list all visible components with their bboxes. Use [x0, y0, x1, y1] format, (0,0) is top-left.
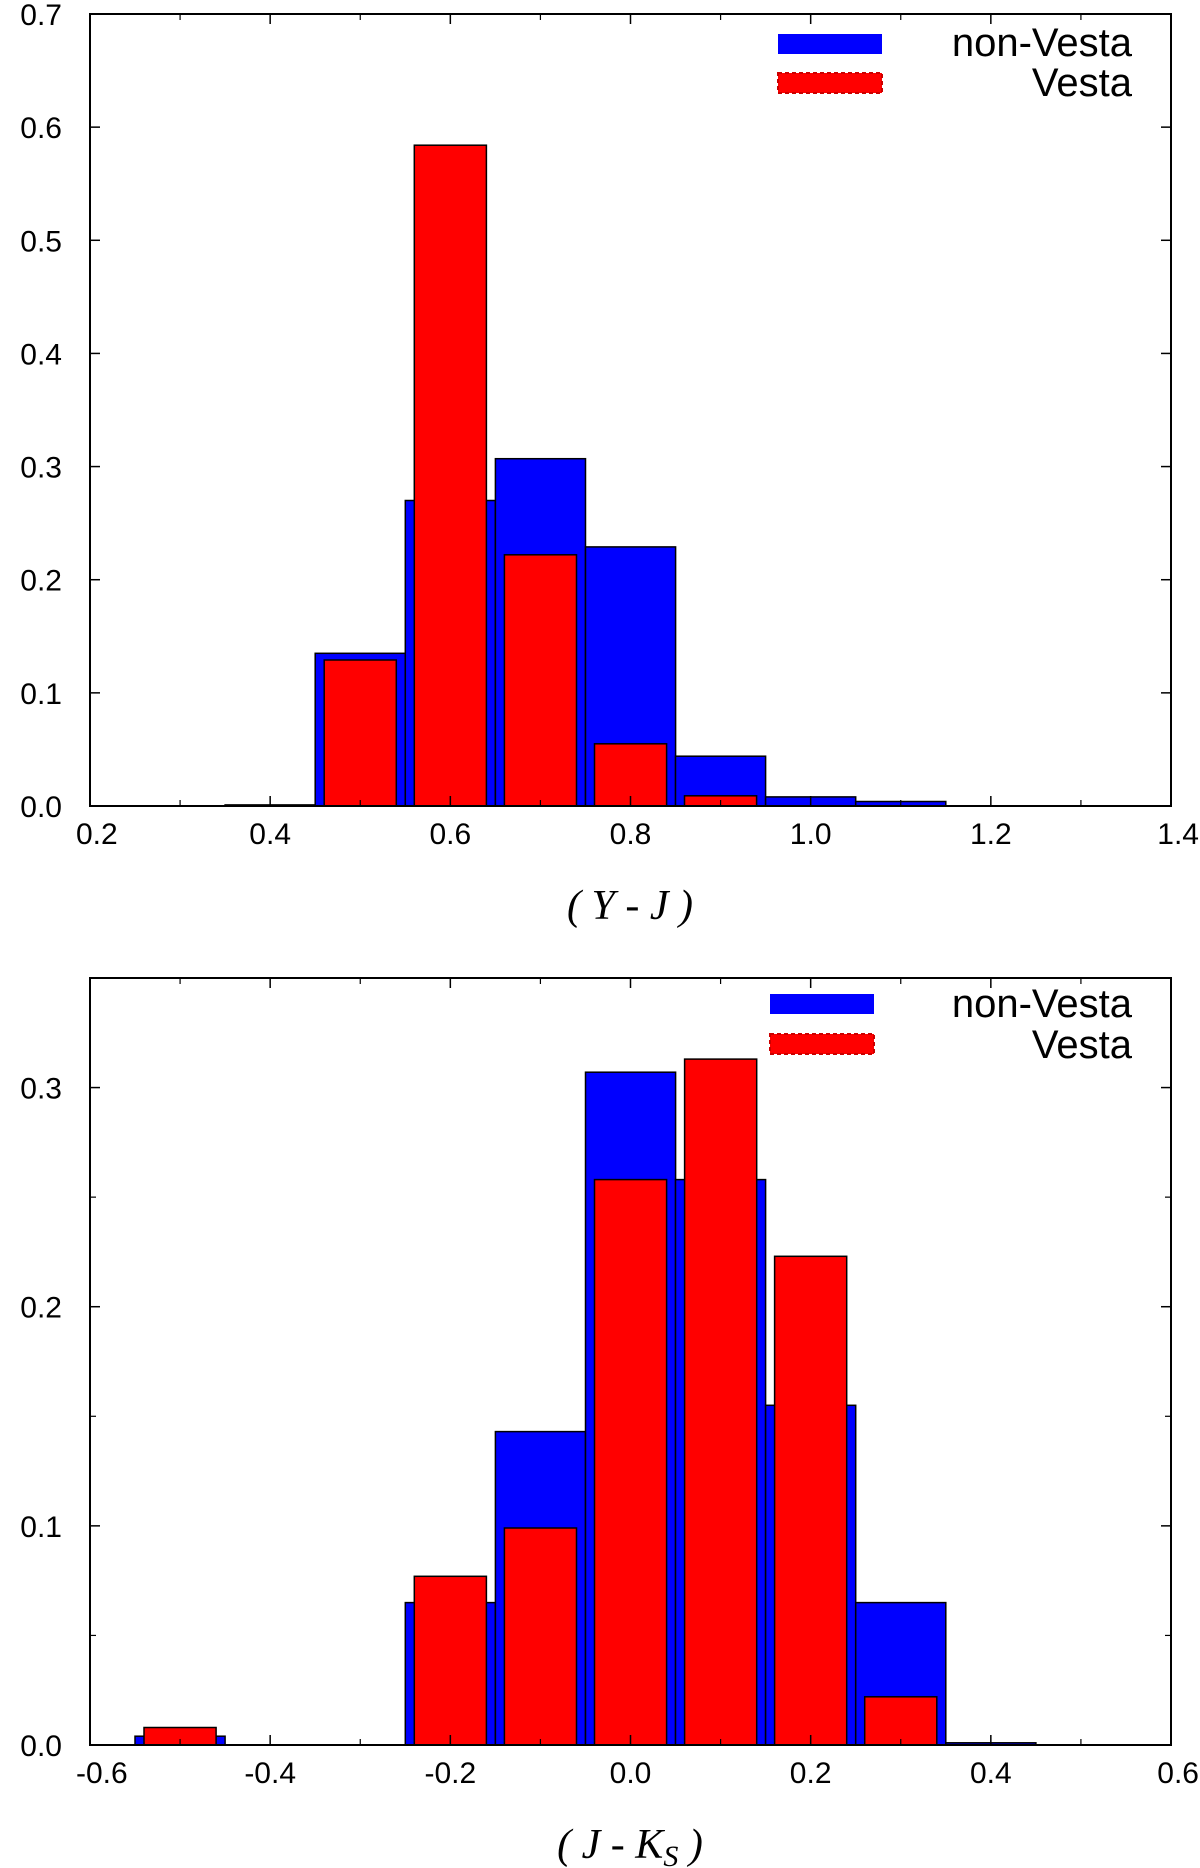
yj-y-tick-label: 0.2 — [20, 565, 62, 598]
jks-legend-swatch-vesta — [769, 1033, 875, 1055]
yj-x-tick-label: 1.4 — [1157, 818, 1199, 851]
jks-x-axis-title: ( J - KS ) — [557, 1822, 703, 1868]
yj-x-tick-label: 0.4 — [249, 818, 291, 851]
jks-x-tick-label: 0.0 — [610, 1757, 652, 1790]
yj-y-tick-label: 0.4 — [20, 338, 62, 371]
yj-y-tick-label: 0.6 — [20, 112, 62, 145]
yj-x-axis-title: ( Y - J ) — [567, 883, 693, 929]
jks-x-axis-title-sub: S — [663, 1840, 678, 1868]
yj-x-tick-label: 0.8 — [610, 818, 652, 851]
yj-bar-vesta — [413, 144, 488, 807]
yj-x-tick-label: 1.2 — [970, 818, 1012, 851]
jks-y-tick-label: 0.3 — [20, 1073, 62, 1106]
yj-legend: non-Vesta Vesta — [777, 21, 1133, 105]
jks-legend-label-non-vesta: non-Vesta — [952, 982, 1133, 1026]
jks-x-axis-title-main: ( J - K — [557, 1822, 665, 1868]
yj-x-tick-label: 0.6 — [429, 818, 471, 851]
jks-legend-label-vesta: Vesta — [1032, 1023, 1133, 1067]
jks-legend-swatch-non-vesta — [770, 994, 874, 1014]
yj-bars — [224, 144, 947, 807]
yj-bar-vesta — [503, 554, 578, 807]
yj-ticks: 0.2 0.4 0.6 0.8 1.0 1.2 1.4 0.0 0.1 0.2 0.3 0.4 0.5 0… — [20, 0, 1199, 851]
jks-y-tick-label: 0.0 — [20, 1730, 62, 1763]
jks-bar-vesta — [593, 1178, 668, 1746]
yj-y-tick-label: 0.5 — [20, 225, 62, 258]
jks-x-tick-label: -0.6 — [76, 1757, 128, 1790]
jks-bars — [134, 1058, 1037, 1746]
jks-x-axis-title-end: ) — [678, 1822, 703, 1868]
jks-legend: non-Vesta Vesta — [769, 982, 1133, 1067]
yj-legend-swatch-vesta — [777, 72, 883, 94]
jks-y-tick-label: 0.1 — [20, 1511, 62, 1544]
jks-x-tick-label: -0.4 — [244, 1757, 296, 1790]
jks-x-tick-label: 0.4 — [970, 1757, 1012, 1790]
jks-x-tick-label: 0.2 — [790, 1757, 832, 1790]
yj-histogram-panel: 0.2 0.4 0.6 0.8 1.0 1.2 1.4 0.0 0.1 0.2 0.3 0.4 0.5 0… — [20, 0, 1199, 929]
jks-histogram-panel: -0.6 -0.4 -0.2 0.0 0.2 0.4 0.6 0.0 0.1 0.2 0.3 non… — [20, 977, 1199, 1868]
yj-bar-vesta — [323, 659, 398, 807]
jks-x-tick-label: 0.6 — [1157, 1757, 1199, 1790]
yj-y-tick-label: 0.0 — [20, 791, 62, 824]
yj-y-tick-label: 0.7 — [20, 0, 62, 32]
yj-x-tick-label: 1.0 — [790, 818, 832, 851]
jks-bar-vesta — [413, 1575, 488, 1746]
yj-bar-vesta — [593, 743, 668, 807]
jks-bar-vesta — [503, 1527, 578, 1746]
jks-x-tick-label: -0.2 — [424, 1757, 476, 1790]
jks-ticks: -0.6 -0.4 -0.2 0.0 0.2 0.4 0.6 0.0 0.1 0.2 0.3 — [20, 978, 1199, 1790]
yj-y-tick-label: 0.3 — [20, 452, 62, 485]
jks-y-tick-label: 0.2 — [20, 1292, 62, 1325]
jks-bar-vesta — [683, 1058, 758, 1746]
yj-x-tick-label: 0.2 — [76, 818, 118, 851]
yj-legend-swatch-non-vesta — [778, 34, 882, 54]
jks-bar-vesta — [863, 1696, 938, 1746]
yj-legend-label-vesta: Vesta — [1032, 61, 1133, 105]
yj-legend-label-non-vesta: non-Vesta — [952, 21, 1133, 65]
yj-y-tick-label: 0.1 — [20, 678, 62, 711]
jks-bar-vesta — [773, 1255, 848, 1746]
